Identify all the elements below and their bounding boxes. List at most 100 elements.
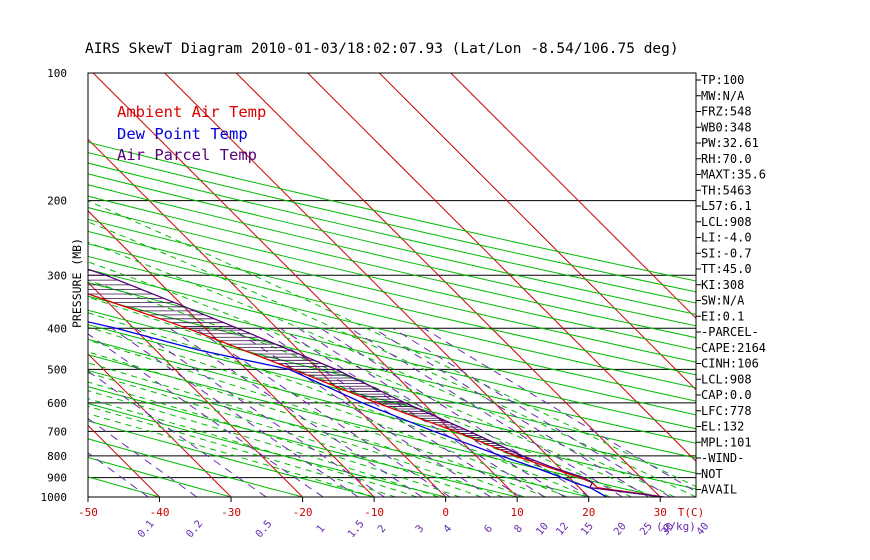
dry-adiabat (88, 207, 696, 351)
mixing-ratio-label: 4 (441, 523, 454, 536)
ambient-temp-line (88, 293, 664, 497)
index-item: SW:N/A (701, 294, 745, 308)
moist-adiabat (88, 241, 675, 497)
bottom-temp-unit: T(C) (678, 506, 705, 519)
isotherm (88, 424, 160, 497)
moist-adiabat (88, 200, 696, 488)
index-item: L57:6.1 (701, 199, 752, 213)
dry-adiabat (88, 282, 696, 430)
mixing-ratio-line (88, 417, 198, 497)
moist-adiabat (88, 279, 632, 497)
mixing-ratio-line (373, 327, 649, 497)
dry-adiabat (88, 402, 446, 497)
mixing-ratio-line (169, 327, 423, 497)
index-item: CAPE:2164 (701, 341, 766, 355)
moist-adiabat (88, 390, 439, 497)
moist-adiabat (88, 312, 589, 497)
pressure-tick-100: 100 (47, 67, 67, 80)
mixing-ratio-unit: (g/kg) (656, 520, 696, 533)
isotherm (235, 73, 661, 497)
mixing-ratio-label: 15 (579, 520, 596, 537)
parcel-temp-line (88, 268, 664, 497)
mixing-ratio-label: 3 (413, 523, 426, 536)
mixing-ratio-label: 20 (612, 520, 629, 537)
index-item: PW:32.61 (701, 136, 759, 150)
bottom-temp-tick: -50 (78, 506, 98, 519)
bottom-temp-tick: -40 (150, 506, 170, 519)
mixing-ratio-line (88, 370, 267, 497)
index-item: MAXT:35.6 (701, 168, 766, 182)
legend-ambient: Ambient Air Temp (117, 103, 266, 121)
mixing-ratio-label: 25 (638, 520, 655, 537)
mixing-ratio-label: 0.2 (184, 518, 205, 540)
bottom-temp-tick: 20 (582, 506, 595, 519)
mixing-ratio-label: 0.1 (135, 518, 156, 540)
bottom-temp-tick: -30 (221, 506, 241, 519)
pressure-tick-1000: 1000 (41, 491, 68, 504)
dewpoint-temp-line (88, 321, 607, 497)
mixing-ratio-line (111, 327, 359, 497)
y-axis-label: PRESSURE (MB) (70, 238, 84, 328)
chart-title: AIRS SkewT Diagram 2010-01-03/18:02:07.9… (85, 41, 679, 57)
dry-adiabat (88, 420, 375, 497)
index-item: NOT (701, 467, 723, 481)
index-item: CINH:106 (701, 357, 759, 371)
dry-adiabat (88, 324, 696, 474)
legend-dewpoint: Dew Point Temp (117, 125, 248, 143)
index-item: LCL:908 (701, 215, 752, 229)
pressure-tick-300: 300 (47, 269, 67, 282)
mixing-ratio-line (135, 327, 385, 497)
dry-adiabat (88, 369, 589, 497)
mixing-ratio-line (194, 327, 451, 497)
mixing-ratio-line (392, 327, 671, 497)
mixing-ratio-label: 8 (512, 523, 525, 536)
index-item: LFC:778 (701, 404, 752, 418)
bottom-temp-tick: -20 (293, 506, 313, 519)
bottom-temp-tick: 10 (511, 506, 524, 519)
index-item: RH:70.0 (701, 152, 752, 166)
index-item: MW:N/A (701, 89, 745, 103)
moist-adiabat (88, 362, 504, 497)
index-item: LCL:908 (701, 372, 752, 386)
index-item: -PARCEL- (701, 325, 759, 339)
isotherm (164, 73, 590, 497)
index-item: TH:5463 (701, 183, 752, 197)
index-item: EI:0.1 (701, 309, 744, 323)
index-item: WB0:348 (701, 120, 752, 134)
mixing-ratio-label: 1.5 (345, 518, 366, 540)
dry-adiabat (88, 173, 696, 315)
moist-adiabat (88, 296, 611, 497)
mixing-ratio-label: 1 (314, 523, 327, 536)
dry-adiabat (88, 268, 696, 416)
mixing-ratio-label: 0.5 (253, 518, 274, 540)
index-item: EL:132 (701, 420, 744, 434)
isotherm (450, 73, 696, 319)
bottom-temp-tick: 0 (442, 506, 449, 519)
index-item: MPL:101 (701, 435, 752, 449)
chart-legend: Ambient Air Temp Dew Point Temp Air Parc… (117, 103, 266, 164)
dry-adiabat (88, 230, 696, 376)
mixing-ratio-label: 2 (375, 523, 388, 536)
mixing-ratio-line (298, 327, 565, 497)
dry-adiabat (88, 255, 696, 402)
pressure-tick-200: 200 (47, 195, 67, 208)
moist-adiabat (88, 398, 418, 497)
isotherm (88, 353, 232, 497)
dry-adiabat (88, 162, 696, 304)
moist-adiabat (88, 261, 654, 497)
index-item: CAP:0.0 (701, 388, 752, 402)
dry-adiabat (88, 184, 696, 327)
index-item: TP:100 (701, 73, 744, 87)
mixing-ratio-line (349, 327, 623, 497)
isotherm (88, 210, 375, 497)
mixing-ratio-label: 12 (554, 520, 571, 537)
mixing-ratio-label: 10 (534, 520, 551, 537)
dry-adiabat (88, 456, 232, 497)
dry-adiabat (88, 438, 303, 497)
pressure-tick-400: 400 (47, 322, 67, 335)
index-item: TT:45.0 (701, 262, 752, 276)
bottom-temp-tick: 30 (654, 506, 667, 519)
mixing-ratio-line (320, 327, 590, 497)
mixing-ratio-line (88, 333, 324, 497)
